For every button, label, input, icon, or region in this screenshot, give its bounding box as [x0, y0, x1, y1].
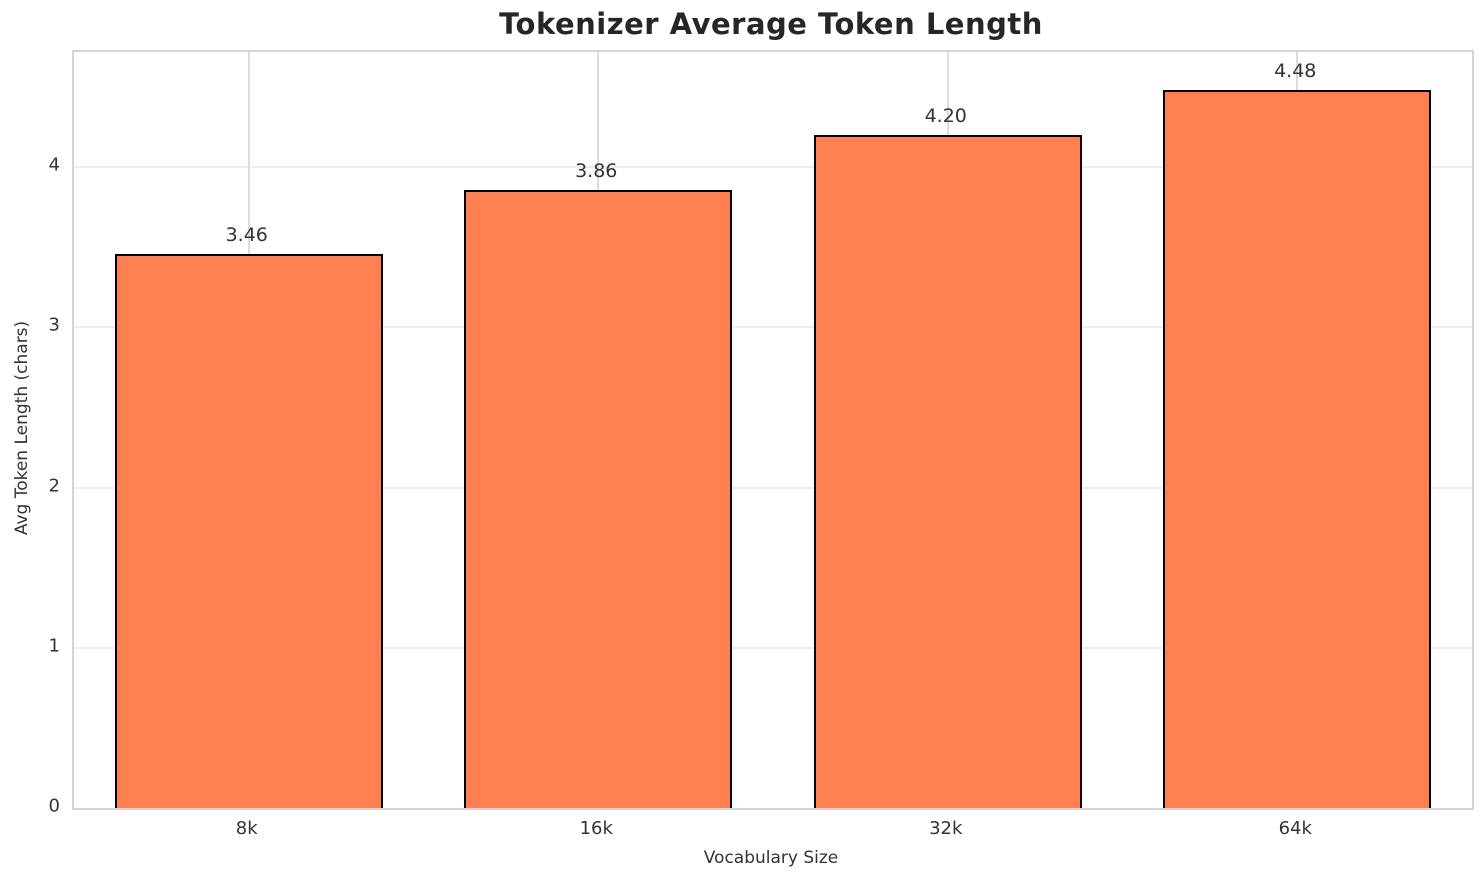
bar-16k: [464, 189, 733, 808]
x-tick-label: 64k: [1278, 818, 1312, 839]
x-tick-label: 16k: [579, 818, 613, 839]
y-tick-label: 3: [48, 314, 60, 336]
x-tick-label: 32k: [929, 818, 963, 839]
y-axis-label: Avg Token Length (chars): [12, 320, 32, 536]
bar-value-label: 4.48: [1274, 60, 1317, 83]
x-tick-label: 8k: [235, 818, 258, 839]
x-axis-label: Vocabulary Size: [703, 848, 839, 868]
gridline-horizontal: [74, 646, 1472, 649]
plot-area: [72, 50, 1474, 810]
y-tick-label: 1: [48, 635, 60, 657]
bar-value-label: 4.20: [924, 105, 967, 128]
bar-value-label: 3.46: [225, 223, 268, 246]
gridline-horizontal: [74, 166, 1472, 169]
bar-32k: [813, 135, 1082, 808]
y-tick-label: 4: [48, 154, 60, 176]
bar-64k: [1163, 90, 1432, 808]
bar-value-label: 3.86: [575, 159, 618, 182]
y-tick-label: 2: [48, 475, 60, 497]
gridline-horizontal: [74, 486, 1472, 489]
y-tick-label: 0: [48, 795, 60, 817]
chart-title: Tokenizer Average Token Length: [499, 7, 1043, 41]
gridline-horizontal: [74, 326, 1472, 329]
bar-8k: [114, 253, 383, 808]
